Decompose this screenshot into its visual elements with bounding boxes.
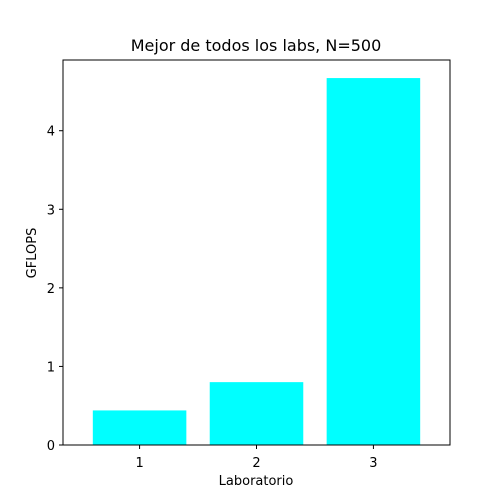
y-axis-label: GFLOPS [25,228,40,279]
x-tick-label: 1 [135,456,143,471]
y-tick-label: 2 [47,282,55,297]
y-tick-label: 3 [47,203,55,218]
y-tick-label: 0 [47,439,55,454]
x-tick-label: 3 [369,456,377,471]
x-tick-label: 2 [252,456,260,471]
bar-3 [326,78,421,446]
bars-group [92,78,421,446]
x-axis-label: Laboratorio [219,474,294,489]
bar-2 [209,382,304,445]
bar-1 [92,410,187,445]
chart-title: Mejor de todos los labs, N=500 [131,36,382,55]
y-axis-ticks: 0 1 2 3 4 [47,125,63,454]
y-tick-label: 4 [47,125,55,140]
y-tick-label: 1 [47,360,55,375]
x-axis-ticks: 1 2 3 [135,445,378,471]
